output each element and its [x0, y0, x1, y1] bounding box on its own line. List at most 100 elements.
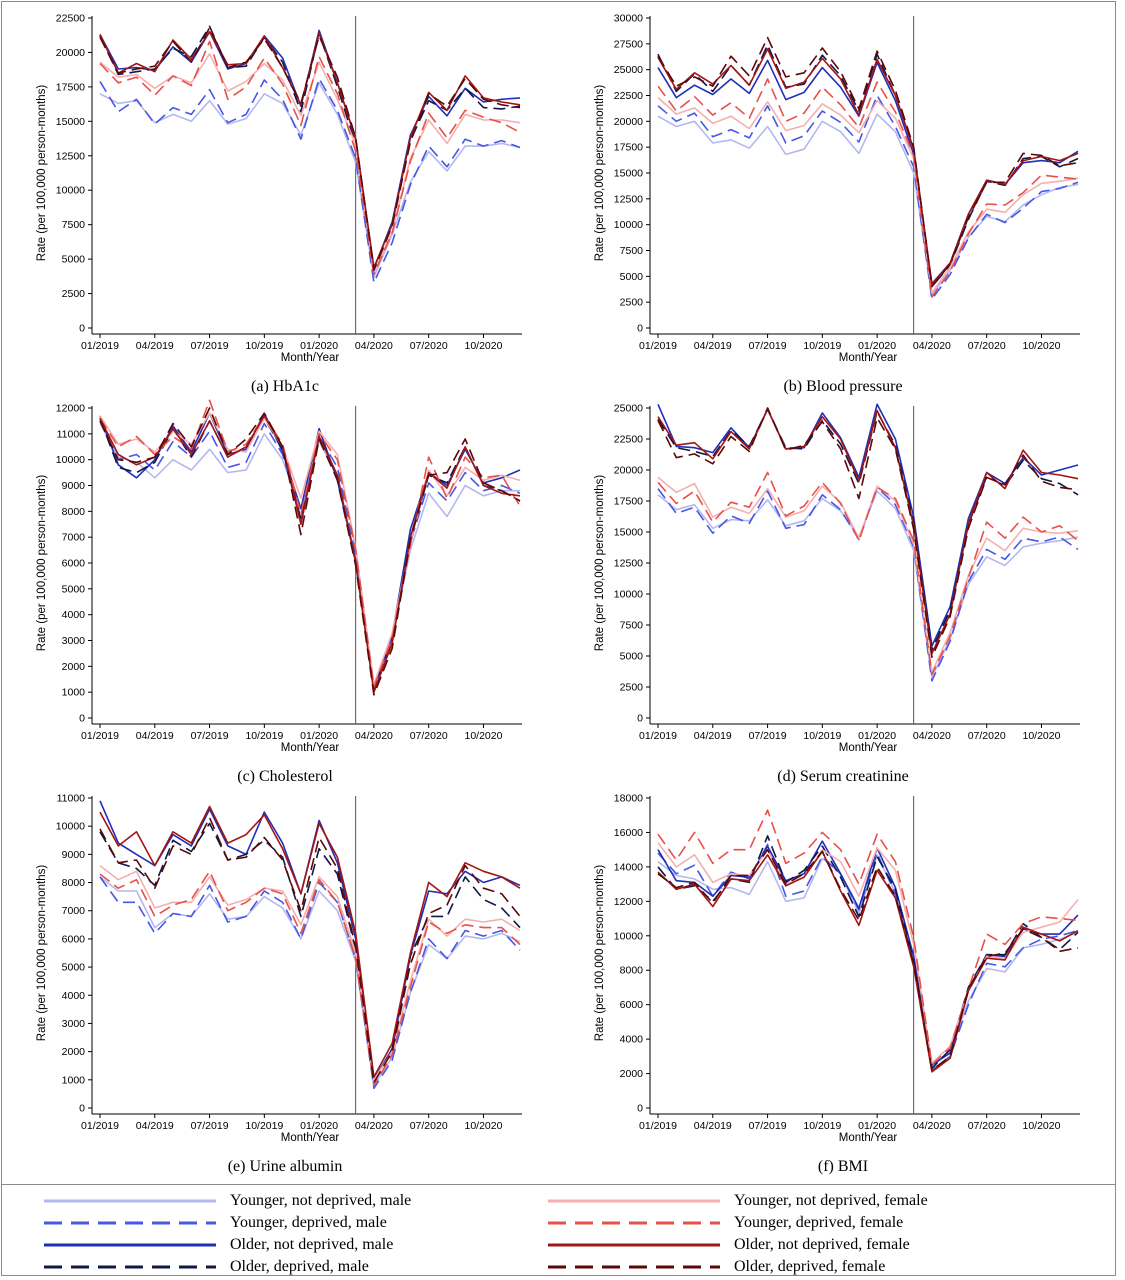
y-tick-label: 5000 — [62, 962, 86, 974]
y-tick-label: 14000 — [614, 861, 643, 873]
cholesterol-caption: (c) Cholesterol — [237, 768, 333, 785]
y-tick-label: 25000 — [614, 403, 643, 415]
blood-pressure-caption: (b) Blood pressure — [783, 378, 903, 395]
y-tick-label: 10000 — [56, 185, 85, 197]
chart-panel-blood-pressure: 0 2500 5000 7500 10000 12500 15000 17500 20000 22… — [588, 10, 1098, 400]
y-tick-label: 15000 — [56, 116, 85, 128]
y-tick-label: 25000 — [614, 64, 643, 76]
x-tick-label: 04/2020 — [355, 340, 393, 352]
x-tick-label: 07/2019 — [749, 730, 787, 742]
y-tick-label: 2000 — [62, 1046, 86, 1058]
y-tick-label: 2500 — [620, 682, 644, 694]
series-line — [99, 26, 521, 271]
x-tick-label: 01/2020 — [300, 730, 338, 742]
series-line — [657, 407, 1079, 659]
y-tick-label: 7000 — [62, 905, 86, 917]
x-tick-label: 01/2020 — [858, 340, 896, 352]
x-tick-label: 04/2020 — [355, 1120, 393, 1132]
series-line — [657, 48, 1079, 286]
x-tick-label: 04/2019 — [136, 730, 174, 742]
y-tick-label: 3000 — [62, 1018, 86, 1030]
series-line — [657, 850, 1079, 1073]
chart-panel-serum-creatinine: 0 2500 5000 7500 10000 12500 15000 17500 20000 22… — [588, 400, 1098, 790]
legend-separator — [1, 1184, 1116, 1185]
legend-label: Younger, deprived, female — [734, 1214, 904, 1231]
y-tick-label: 12000 — [56, 403, 85, 415]
y-axis-label: Rate (per 100,000 person-months) — [594, 475, 606, 652]
y-tick-label: 0 — [637, 713, 643, 725]
x-tick-label: 01/2020 — [300, 340, 338, 352]
series-line — [99, 822, 521, 1084]
y-tick-label: 2500 — [62, 288, 86, 300]
x-tick-label: 04/2020 — [913, 730, 951, 742]
series-line — [99, 77, 521, 284]
series-line — [657, 490, 1079, 678]
x-tick-label: 04/2019 — [136, 1120, 174, 1132]
y-tick-label: 22500 — [56, 13, 85, 25]
y-tick-label: 2500 — [620, 297, 644, 309]
y-tick-label: 0 — [637, 323, 643, 335]
y-tick-label: 5000 — [62, 583, 86, 595]
serum-creatinine-caption: (d) Serum creatinine — [777, 768, 909, 785]
y-tick-label: 10000 — [56, 821, 85, 833]
x-tick-label: 07/2020 — [968, 730, 1006, 742]
legend-item: Older, deprived, male — [44, 1256, 504, 1278]
x-tick-label: 04/2020 — [913, 340, 951, 352]
y-tick-label: 5000 — [62, 254, 86, 266]
x-tick-label: 07/2020 — [968, 1120, 1006, 1132]
x-tick-label: 04/2019 — [694, 1120, 732, 1132]
x-axis-label: Month/Year — [839, 742, 898, 754]
series-line — [657, 476, 1079, 673]
x-axis-label: Month/Year — [281, 1132, 340, 1144]
x-tick-label: 01/2019 — [639, 340, 677, 352]
y-tick-label: 10000 — [614, 589, 643, 601]
series-line — [99, 800, 521, 1081]
y-tick-label: 0 — [79, 323, 85, 335]
legend-label: Younger, not deprived, female — [734, 1192, 928, 1209]
series-line — [99, 407, 521, 696]
y-axis-label: Rate (per 100,000 person-months) — [594, 865, 606, 1042]
x-tick-label: 04/2020 — [355, 730, 393, 742]
chart-panel-bmi: 0 2000 4000 6000 8000 10000 12000 14000 16000 180… — [588, 790, 1098, 1180]
series-line — [99, 870, 521, 1087]
x-tick-label: 10/2019 — [245, 1120, 283, 1132]
blood-pressure-plot: 0 2500 5000 7500 10000 12500 15000 17500 20000 22… — [594, 13, 1080, 364]
y-tick-label: 20000 — [614, 116, 643, 128]
y-axis-label: Rate (per 100,000 person-months) — [36, 85, 48, 262]
y-tick-label: 7500 — [620, 620, 644, 632]
x-tick-label: 10/2020 — [1022, 340, 1060, 352]
y-tick-label: 20000 — [614, 465, 643, 477]
series-line — [99, 415, 521, 694]
y-tick-label: 17500 — [614, 496, 643, 508]
y-tick-label: 17500 — [56, 81, 85, 93]
series-line — [99, 420, 521, 691]
y-tick-label: 22500 — [614, 90, 643, 102]
x-tick-label: 10/2019 — [803, 1120, 841, 1132]
x-tick-label: 01/2020 — [858, 730, 896, 742]
y-tick-label: 2000 — [62, 661, 86, 673]
series-line — [99, 25, 521, 273]
y-tick-label: 22500 — [614, 434, 643, 446]
y-tick-label: 1000 — [62, 1074, 86, 1086]
x-tick-label: 07/2020 — [410, 340, 448, 352]
cholesterol-plot: 0 1000 2000 3000 4000 5000 6000 7000 8000 9000 100… — [36, 399, 522, 754]
chart-panel-cholesterol: 0 1000 2000 3000 4000 5000 6000 7000 8000 9000 100… — [30, 399, 540, 790]
series-line — [99, 864, 521, 1081]
x-tick-label: 01/2019 — [81, 730, 119, 742]
legend-item: Younger, deprived, male — [44, 1212, 504, 1234]
series-line — [99, 876, 521, 1090]
legend-item: Younger, not deprived, female — [548, 1190, 1008, 1212]
x-tick-label: 07/2020 — [410, 1120, 448, 1132]
y-tick-label: 16000 — [614, 827, 643, 839]
series-line — [657, 44, 1079, 288]
legend-swatch — [44, 1243, 216, 1247]
x-tick-label: 10/2020 — [1022, 730, 1060, 742]
legend-swatch — [548, 1199, 720, 1203]
series-line — [657, 97, 1079, 294]
legend-label: Older, deprived, male — [230, 1258, 369, 1275]
chart-panel-hba1c: 0 2500 5000 7500 10000 12500 15000 17500 20000 22… — [30, 10, 540, 400]
urine-albumin-caption: (e) Urine albumin — [227, 1158, 343, 1175]
x-tick-label: 07/2019 — [191, 340, 229, 352]
y-tick-label: 10000 — [614, 219, 643, 231]
